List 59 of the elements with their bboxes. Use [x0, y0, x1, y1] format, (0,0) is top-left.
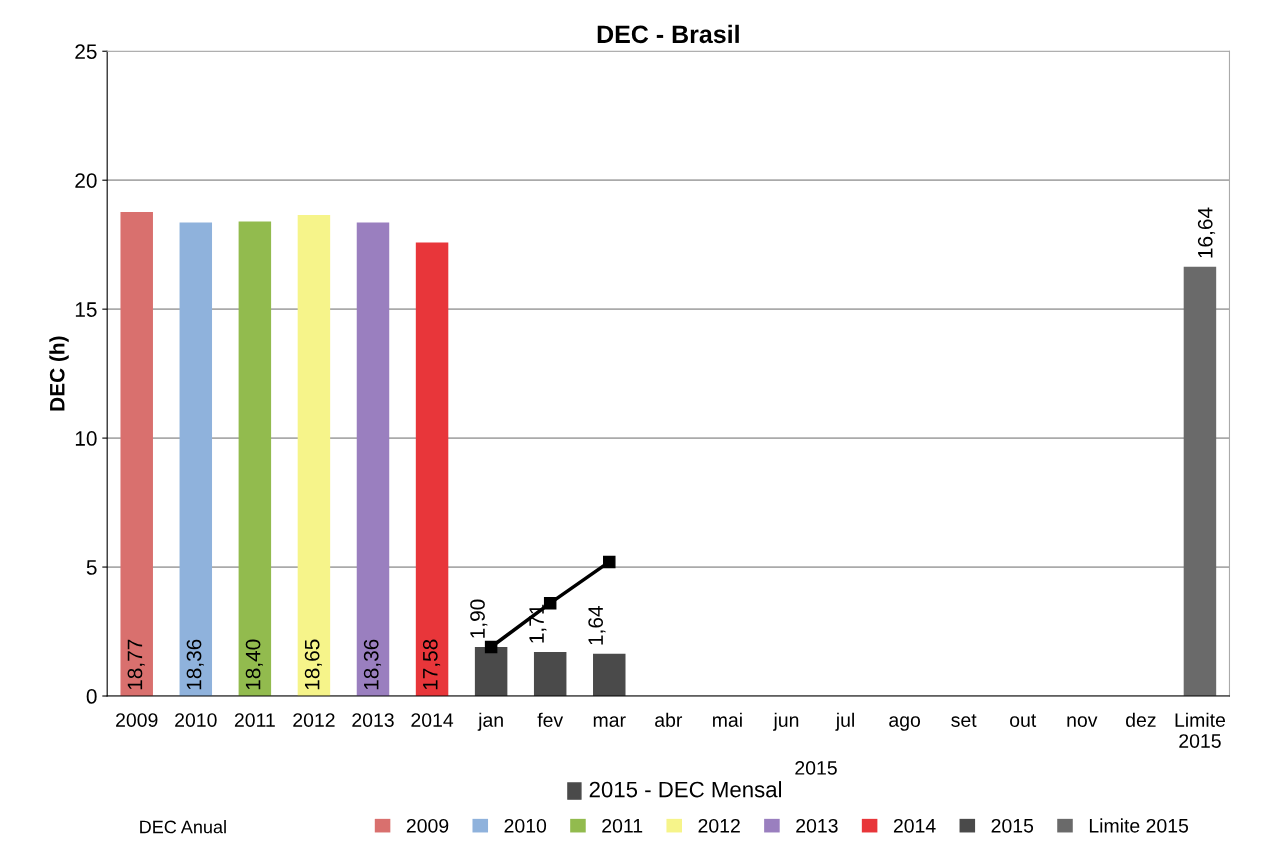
y-tick-label: 25	[75, 44, 97, 59]
y-tick-label: 0	[86, 689, 97, 704]
bar	[297, 215, 331, 697]
point	[603, 555, 616, 569]
text: 2015	[795, 761, 837, 775]
legend-label: 2013	[796, 818, 838, 833]
legend-label: Limite 2015	[1089, 818, 1189, 833]
x-tick-label: nov	[1067, 716, 1098, 727]
y-tick-label: 5	[86, 560, 97, 575]
data-label: 1,64	[588, 606, 606, 645]
x-tick-label: ago	[889, 716, 921, 731]
legend-label: 2009	[406, 818, 449, 833]
x-tick-label: jan	[477, 712, 503, 731]
x-tick-label: 2011	[234, 713, 275, 727]
bar	[120, 211, 153, 697]
x-tick-label: fev	[537, 712, 564, 727]
x-tick-label: jul	[835, 712, 854, 731]
data-label: 17,58	[422, 639, 441, 690]
y-tick-label: 15	[75, 302, 97, 317]
data-label: 1,90	[470, 599, 488, 638]
x-tick-label: mar	[593, 716, 626, 727]
bar	[474, 647, 508, 697]
data-label: 18,36	[186, 639, 204, 690]
legend-label: 2015	[991, 818, 1034, 833]
legend-label: 2014	[893, 818, 936, 833]
x-tick-label: abr	[655, 712, 683, 727]
y-axis-title: DEC (h)	[49, 336, 69, 411]
legend-label: 2011	[602, 818, 643, 833]
x-tick-label: 2013	[352, 713, 394, 727]
x-tick-label: jun	[773, 712, 799, 731]
bar	[533, 651, 567, 697]
x-tick-label: set	[951, 714, 977, 727]
chart-title: DEC - Brasil	[597, 24, 739, 44]
bar	[179, 222, 213, 697]
bar	[1183, 266, 1217, 697]
point	[484, 640, 498, 654]
bar	[593, 653, 626, 697]
x-tick-label: mai	[713, 712, 742, 727]
data-label: 18,65	[304, 639, 322, 690]
legend-label: 2010	[504, 818, 547, 833]
bar	[356, 222, 390, 697]
data-label: 18,40	[245, 639, 263, 690]
x-tick-label: 2010	[175, 713, 217, 727]
x-tick-label: out	[1010, 714, 1037, 727]
text: 2015 - DEC Mensal	[589, 781, 782, 798]
x-tick-label: 2014	[411, 713, 454, 727]
legend-label: 2012	[698, 818, 740, 833]
x-tick-label: dez	[1126, 712, 1156, 727]
text: DEC Anual	[140, 820, 226, 834]
y-tick-label: 20	[75, 173, 97, 188]
x-tick-label: 2012	[293, 713, 335, 727]
bar	[415, 242, 449, 697]
x-tick-label: Limite 2015	[1175, 712, 1226, 748]
data-label: 18,36	[363, 639, 382, 690]
data-label: 18,77	[127, 639, 145, 690]
data-label: 16,64	[1197, 207, 1216, 258]
x-tick-label: 2009	[116, 713, 158, 727]
bar	[238, 221, 272, 697]
y-tick-label: 10	[75, 431, 97, 446]
